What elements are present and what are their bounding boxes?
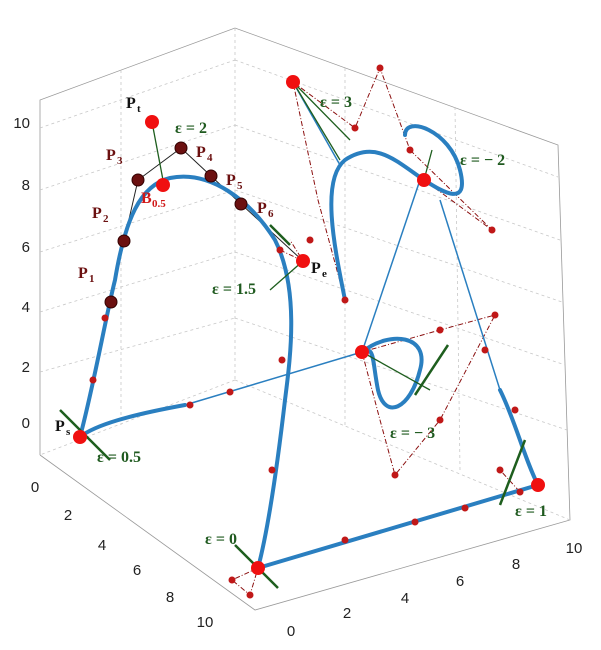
point-label: P xyxy=(106,147,116,164)
curve-point xyxy=(406,146,414,154)
curve-point xyxy=(488,226,496,234)
curve-point xyxy=(341,296,349,304)
epsilon-label: ε = − 2 xyxy=(460,152,505,169)
key-point xyxy=(145,115,159,129)
epsilon-label: ε = 3 xyxy=(320,94,352,111)
curve-point xyxy=(491,311,499,319)
curve-point xyxy=(228,576,236,584)
point-label-sub: t xyxy=(137,103,141,115)
y-tick-label: 4 xyxy=(98,537,106,554)
x-tick-label: 2 xyxy=(343,605,351,622)
point-label-sub: s xyxy=(66,426,71,438)
x-tick-label: 4 xyxy=(401,590,409,607)
key-point xyxy=(531,478,545,492)
y-tick-label: 0 xyxy=(31,479,39,496)
x-tick-label: 6 xyxy=(456,573,464,590)
point-label-sub: 2 xyxy=(103,213,109,225)
epsilon-label: ε = 1 xyxy=(515,503,547,520)
z-tick-label: 0 xyxy=(22,415,30,432)
curve-point xyxy=(461,504,469,512)
curve-point xyxy=(276,246,284,254)
z-tick-label: 2 xyxy=(22,359,30,376)
curve-point xyxy=(89,376,97,384)
curve-point xyxy=(186,401,194,409)
key-point xyxy=(156,178,170,192)
point-label: P xyxy=(311,260,321,277)
point-label: P xyxy=(92,205,102,222)
point-label-sub: 5 xyxy=(237,180,243,192)
point-label: P xyxy=(78,265,88,282)
key-point xyxy=(417,173,431,187)
key-point xyxy=(296,254,310,268)
point-label-sub: 0.5 xyxy=(152,198,166,210)
point-label-sub: e xyxy=(322,268,327,280)
curve-point xyxy=(481,346,489,354)
control-point xyxy=(174,141,188,155)
point-label: P xyxy=(55,418,65,435)
curve-point xyxy=(278,356,286,364)
point-label: P xyxy=(257,200,267,217)
curve-point xyxy=(436,416,444,424)
z-tick-label: 4 xyxy=(22,299,30,316)
y-tick-label: 2 xyxy=(64,507,72,524)
curve-point xyxy=(376,64,384,72)
curve-point xyxy=(411,518,419,526)
epsilon-label: ε = 2 xyxy=(175,120,207,137)
control-point xyxy=(234,197,248,211)
key-point xyxy=(355,345,369,359)
epsilon-label: ε = 0.5 xyxy=(97,449,141,466)
z-tick-label: 10 xyxy=(13,115,30,132)
key-point xyxy=(251,561,265,575)
control-point xyxy=(117,234,131,248)
point-label: P xyxy=(226,172,236,189)
point-label: P xyxy=(196,144,206,161)
curve-point xyxy=(341,536,349,544)
curve-point xyxy=(436,326,444,334)
control-point xyxy=(204,169,218,183)
epsilon-label: ε = 1.5 xyxy=(212,281,256,298)
control-point xyxy=(104,295,118,309)
x-tick-label: 10 xyxy=(566,540,583,557)
curve-point xyxy=(496,466,504,474)
axes-box xyxy=(39,27,571,611)
curve-point xyxy=(246,591,254,599)
control-point xyxy=(131,173,145,187)
epsilon-label: ε = − 3 xyxy=(390,425,435,442)
curve-point xyxy=(268,466,276,474)
point-label-sub: 3 xyxy=(117,155,123,167)
y-tick-label: 10 xyxy=(197,614,214,631)
point-label-sub: 4 xyxy=(207,152,213,164)
curve-point xyxy=(351,124,359,132)
x-tick-label: 0 xyxy=(287,623,295,640)
curve-point xyxy=(511,406,519,414)
curve-point xyxy=(391,471,399,479)
z-tick-label: 6 xyxy=(22,239,30,256)
y-tick-label: 6 xyxy=(133,562,141,579)
point-label-sub: 6 xyxy=(268,208,274,220)
key-point xyxy=(286,75,300,89)
key-point xyxy=(73,430,87,444)
curve-point xyxy=(226,388,234,396)
z-tick-label: 8 xyxy=(22,177,30,194)
epsilon-label: ε = 0 xyxy=(205,531,237,548)
curve-point xyxy=(306,236,314,244)
x-tick-label: 8 xyxy=(512,556,520,573)
point-label: B xyxy=(141,190,152,207)
curve-point xyxy=(101,314,109,322)
points xyxy=(73,64,545,599)
curve-point xyxy=(516,488,524,496)
point-label-sub: 1 xyxy=(89,273,95,285)
point-label: P xyxy=(126,95,136,112)
y-tick-label: 8 xyxy=(166,589,174,606)
